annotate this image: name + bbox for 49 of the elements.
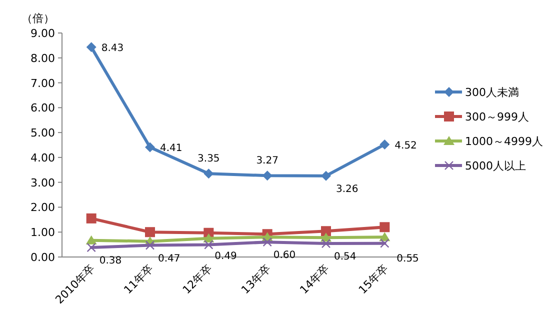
point: [380, 140, 390, 150]
point: [321, 238, 331, 248]
point: [204, 168, 214, 179]
point: [145, 227, 155, 238]
y-tick-label: 3.00: [30, 176, 55, 190]
data-label: 0.60: [273, 250, 296, 262]
legend-label: 300人未満: [465, 86, 519, 99]
data-label: 0.38: [99, 256, 122, 267]
data-label: 0.55: [396, 253, 419, 264]
data-label: 0.49: [214, 250, 237, 262]
y-axis-title: （倍）: [22, 12, 54, 25]
point: [145, 142, 155, 152]
x-tick-label: 15年卒: [356, 262, 391, 297]
y-tick-label: 6.00: [30, 102, 55, 115]
y-tick-label: 2.00: [30, 201, 55, 214]
point: [86, 42, 96, 52]
legend-label: 1000～4999人: [465, 135, 543, 148]
point: [262, 237, 272, 247]
data-label: 3.26: [336, 184, 358, 195]
x-tick-label: 14年卒: [297, 262, 332, 297]
y-tick-label: 7.00: [30, 76, 55, 90]
data-label: 0.54: [334, 252, 356, 263]
legend-label: 5000人以上: [465, 160, 526, 172]
point: [321, 226, 331, 236]
y-tick-label: 1.00: [30, 226, 55, 240]
x-tick-label: 11年卒: [121, 262, 156, 297]
point: [262, 170, 272, 181]
data-label: 3.35: [198, 154, 220, 165]
point: [380, 238, 390, 248]
data-label: 0.47: [158, 253, 180, 264]
point: [86, 242, 96, 252]
x-tick-label: 12年卒: [180, 262, 215, 297]
point: [86, 213, 96, 224]
legend-label: 300～999人: [465, 110, 529, 124]
point: [321, 170, 331, 181]
data-label: 4.41: [160, 143, 182, 154]
y-tick-label: 0.00: [30, 251, 55, 264]
point: [380, 222, 390, 232]
data-label: 8.43: [101, 43, 124, 54]
point: [204, 240, 214, 250]
y-tick-label: 5.00: [30, 126, 55, 140]
y-tick-label: 4.00: [30, 151, 55, 164]
x-tick-label: 13年卒: [238, 262, 274, 297]
point: [86, 235, 97, 244]
data-label: 4.52: [394, 140, 417, 152]
y-tick-label: 9.00: [30, 27, 55, 40]
y-tick-label: 8.00: [30, 52, 55, 65]
data-label: 3.27: [256, 156, 278, 167]
point: [145, 240, 155, 250]
